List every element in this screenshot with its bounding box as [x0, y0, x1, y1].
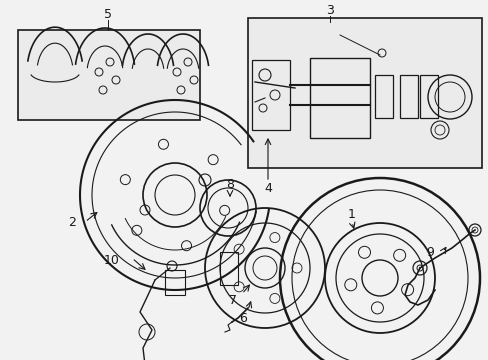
Text: 4: 4 — [264, 181, 271, 194]
Bar — [247, 18, 481, 168]
Text: 10: 10 — [104, 253, 120, 266]
Bar — [399, 75, 417, 118]
Text: 8: 8 — [225, 179, 234, 192]
Text: 5: 5 — [104, 9, 112, 22]
Text: 3: 3 — [325, 4, 333, 17]
Text: 2: 2 — [68, 216, 76, 229]
Bar — [164, 270, 184, 295]
Bar — [251, 60, 289, 130]
Text: 6: 6 — [239, 311, 246, 324]
Bar — [374, 75, 392, 118]
Bar — [419, 75, 437, 118]
Bar — [309, 58, 369, 138]
Text: 7: 7 — [228, 293, 237, 306]
Bar — [220, 252, 238, 285]
Text: 1: 1 — [347, 208, 355, 221]
Bar — [18, 30, 200, 120]
Text: 9: 9 — [425, 246, 433, 258]
